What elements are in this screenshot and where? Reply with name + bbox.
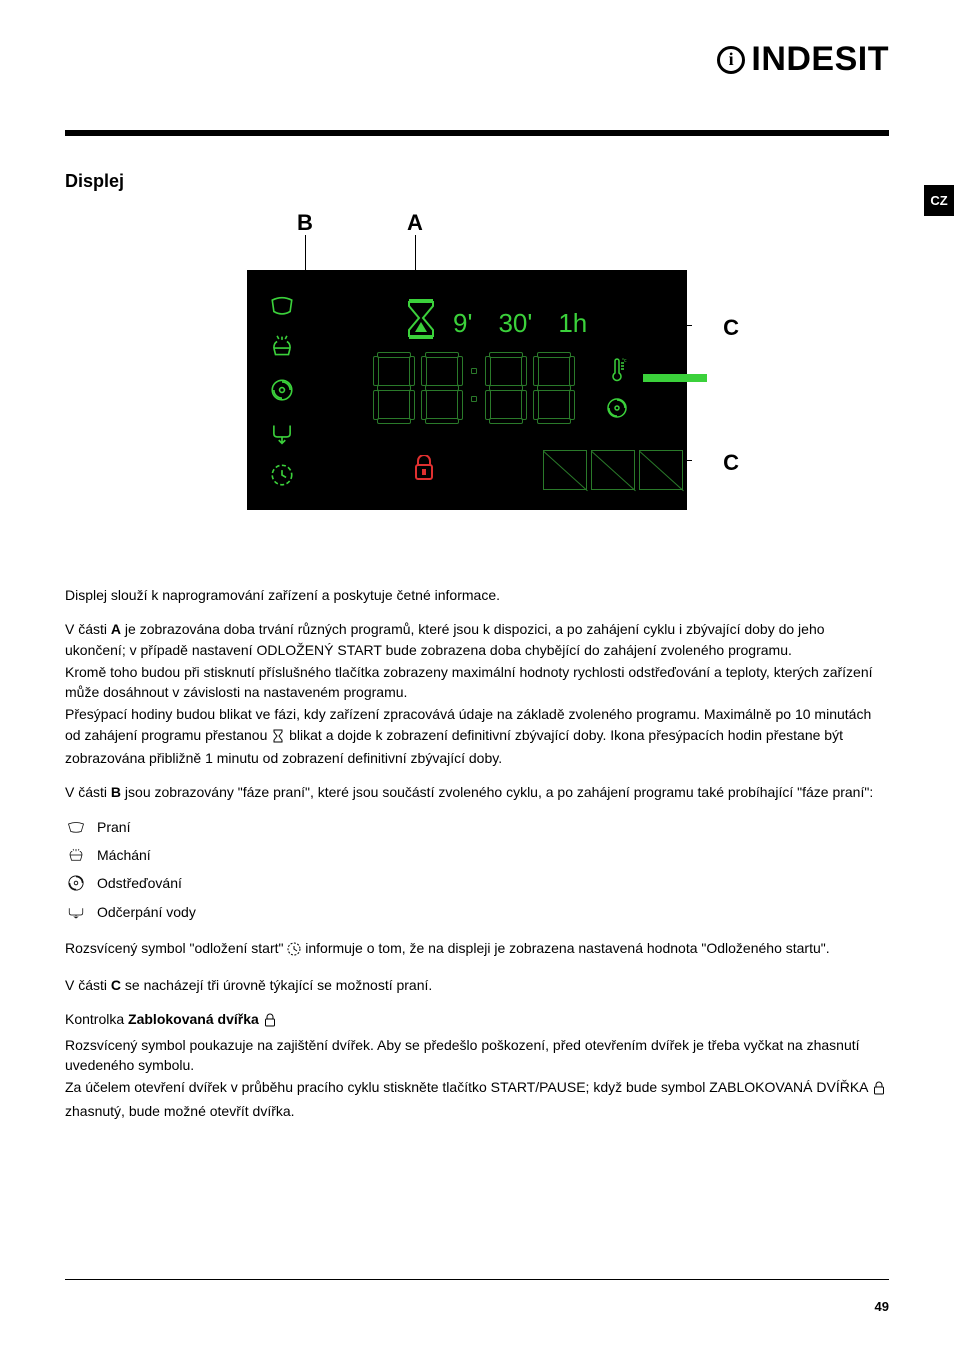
temp-spin-icons: °c [605, 358, 629, 420]
page-number: 49 [875, 1299, 889, 1314]
para-lock-open: Za účelem otevření dvířek v průběhu prac… [65, 1077, 889, 1121]
header-rule [65, 130, 889, 136]
spin-small-icon [605, 396, 629, 420]
label-a: A [407, 210, 423, 236]
delay-30: 30' [498, 308, 532, 339]
option-box [543, 450, 587, 490]
rinse-shower-icon [67, 847, 85, 863]
delay-options: 9' 30' 1h [453, 308, 587, 339]
label-c-lower: C [723, 450, 739, 476]
level-bars [643, 374, 707, 420]
spin-icon [269, 377, 295, 403]
brand-text: INDESIT [751, 40, 889, 79]
delay-9: 9' [453, 308, 472, 339]
wash-icon [269, 292, 295, 318]
phase-spin-label: Odstřeďování [97, 873, 182, 893]
phase-rinse: Máchání [65, 845, 889, 865]
display-panel: 9' 30' 1h [247, 270, 687, 510]
label-b: B [297, 210, 313, 236]
phase-drain-label: Odčerpání vody [97, 902, 196, 922]
para-max-values: Kromě toho budou při stisknutí příslušné… [65, 662, 889, 703]
phase-wash-label: Praní [97, 817, 130, 837]
option-box [639, 450, 683, 490]
delay-1h: 1h [558, 308, 587, 339]
para-lock-body: Rozsvícený symbol poukazuje na zajištění… [65, 1035, 889, 1076]
spin-spiral-icon [67, 875, 85, 891]
para-intro: Displej slouží k naprogramování zařízení… [65, 585, 889, 605]
phase-icon-column [261, 280, 303, 500]
option-boxes [543, 450, 683, 490]
drain-icon [269, 419, 295, 445]
drain-arrow-icon [67, 904, 85, 920]
svg-text:°c: °c [622, 358, 627, 364]
phase-list: Praní Máchání Odstřeďování Odčerpání vod… [65, 817, 889, 922]
para-section-c: V části C se nacházejí tři úrovně týkají… [65, 975, 889, 995]
phase-drain: Odčerpání vody [65, 902, 889, 922]
lock-inline-icon-2 [872, 1080, 886, 1100]
brand-logo: i INDESIT [717, 40, 889, 79]
delay-clock-inline-icon [287, 941, 301, 961]
pointer-a [415, 235, 416, 270]
temp-icon: °c [605, 358, 629, 382]
delay-icon [269, 462, 295, 488]
pointer-b [305, 235, 306, 270]
hourglass-icon [403, 298, 439, 345]
time-display [373, 352, 593, 432]
label-c-upper: C [723, 315, 739, 341]
language-tab: CZ [924, 185, 954, 216]
para-section-b: V části B jsou zobrazovány "fáze praní",… [65, 782, 889, 802]
rinse-icon [269, 335, 295, 361]
phase-wash: Praní [65, 817, 889, 837]
door-lock-icon [413, 455, 435, 486]
section-title: Displej [65, 171, 889, 192]
hourglass-inline-icon [271, 728, 285, 748]
para-delay-symbol: Rozsvícený symbol "odložení start" infor… [65, 938, 889, 961]
body-text: Displej slouží k naprogramování zařízení… [65, 585, 889, 1121]
wash-basin-icon [67, 819, 85, 835]
footer-rule [65, 1279, 889, 1280]
option-box [591, 450, 635, 490]
lock-inline-icon [263, 1012, 277, 1032]
phase-spin: Odstřeďování [65, 873, 889, 893]
phase-rinse-label: Máchání [97, 845, 151, 865]
para-section-a: V části A je zobrazována doba trvání růz… [65, 619, 889, 660]
para-lock-heading: Kontrolka Zablokovaná dvířka [65, 1009, 889, 1032]
display-diagram: B A C C [65, 210, 889, 540]
brand-i-icon: i [717, 46, 745, 74]
para-hourglass: Přesýpací hodiny budou blikat ve fázi, k… [65, 704, 889, 768]
